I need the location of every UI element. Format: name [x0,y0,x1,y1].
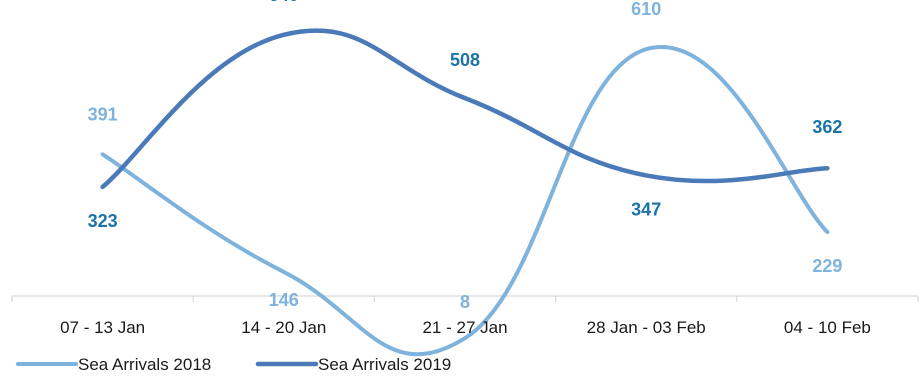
legend-label: Sea Arrivals 2018 [78,355,211,374]
data-label: 347 [631,199,661,219]
series-line-2018 [100,45,830,357]
x-tick-label: 14 - 20 Jan [241,318,326,337]
x-axis [11,295,919,302]
series-line-2019 [100,28,830,190]
legend: Sea Arrivals 2018 Sea Arrivals 2019 [16,355,451,374]
data-label: 362 [812,117,842,137]
x-tick-label: 28 Jan - 03 Feb [587,318,706,337]
data-label: 640 [269,0,299,5]
data-label: 323 [88,211,118,231]
x-tick-label: 07 - 13 Jan [60,318,145,337]
data-label: 508 [450,50,480,70]
data-labels: 391 146 8 610 229 323 640 508 347 362 [88,0,843,312]
data-label: 391 [88,104,118,124]
x-tick-label: 04 - 10 Feb [784,318,871,337]
data-label: 610 [631,0,661,19]
data-label: 229 [812,256,842,276]
data-label: 8 [460,292,470,312]
data-label: 146 [269,290,299,310]
series-lines [100,28,830,357]
x-tick-labels: 07 - 13 Jan 14 - 20 Jan 21 - 27 Jan 28 Jan … [60,318,871,337]
x-tick-label: 21 - 27 Jan [422,318,507,337]
legend-label: Sea Arrivals 2019 [318,355,451,374]
